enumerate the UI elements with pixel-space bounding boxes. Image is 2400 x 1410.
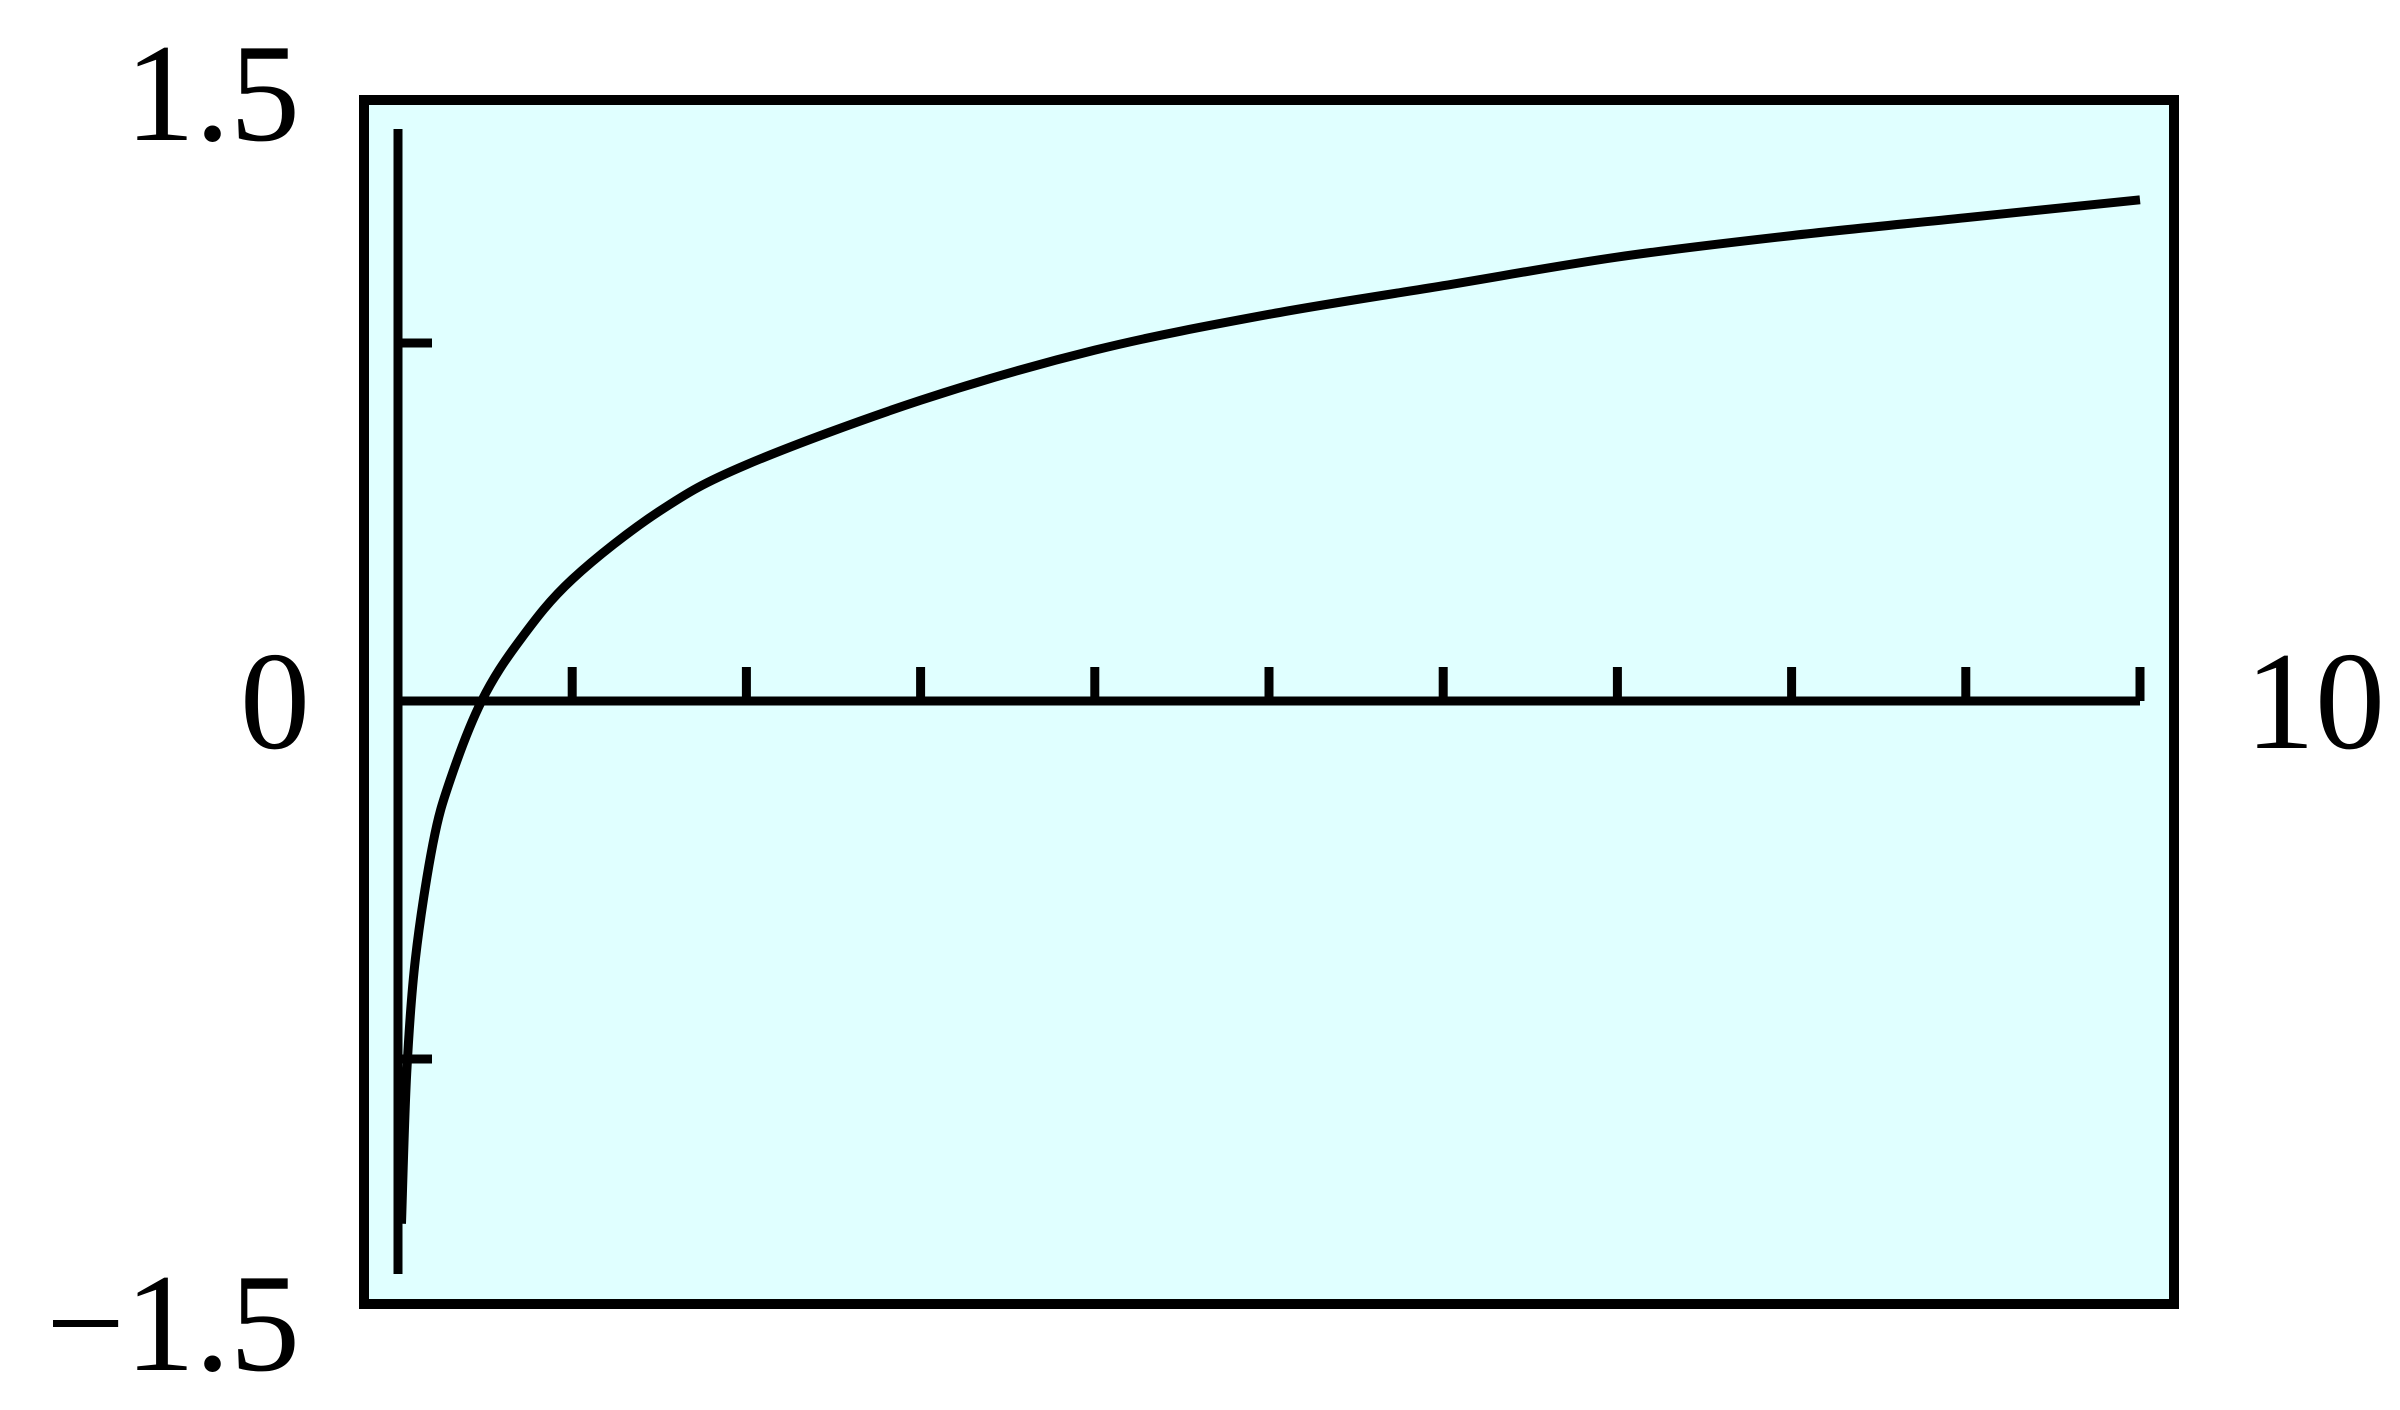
function-curve — [396, 195, 2141, 1224]
x-max-label: 10 — [2245, 624, 2385, 779]
y-max-label: 1.5 — [125, 16, 300, 171]
x-zero-label: 0 — [240, 624, 310, 779]
y-min-label: −1.5 — [46, 1246, 300, 1401]
